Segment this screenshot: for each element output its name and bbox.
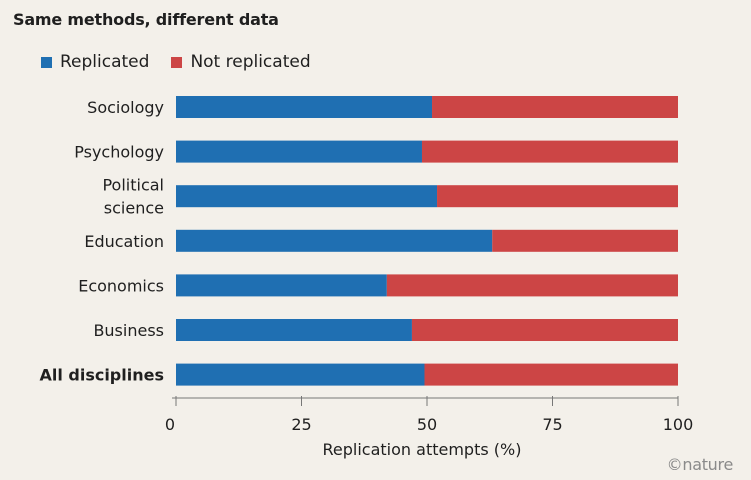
bar-not-replicated-psychology <box>421 140 678 163</box>
nature-credit: ©nature <box>666 455 734 474</box>
category-label-political-science-line1: Political <box>102 176 164 195</box>
x-tick-label-50: 50 <box>417 415 437 434</box>
chart-title: Same methods, different data <box>13 10 279 29</box>
legend-label-not-replicated: Not replicated <box>190 52 311 72</box>
bar-not-replicated-economics <box>386 274 678 297</box>
bar-replicated-all-disciplines <box>176 363 425 386</box>
bar-replicated-education <box>176 229 493 252</box>
bar-replicated-sociology <box>176 96 433 118</box>
category-label-education: Education <box>84 232 164 251</box>
bar-not-replicated-education <box>492 229 678 252</box>
bar-replicated-psychology <box>176 140 422 163</box>
x-axis-title: Replication attempts (%) <box>323 440 522 459</box>
legend-swatch-not-replicated <box>171 56 183 68</box>
legend: Replicated Not replicated <box>41 52 333 72</box>
bar-not-replicated-business <box>411 319 678 341</box>
bar-not-replicated-sociology <box>432 96 678 118</box>
category-label-political-science-line2: science <box>104 199 164 218</box>
category-label-sociology: Sociology <box>87 98 164 117</box>
legend-label-replicated: Replicated <box>60 52 150 72</box>
category-label-business: Business <box>93 321 164 340</box>
x-tick-label-100: 100 <box>663 415 694 434</box>
legend-swatch-replicated <box>41 56 52 68</box>
category-label-psychology: Psychology <box>74 143 164 162</box>
category-label-economics: Economics <box>78 276 164 295</box>
category-label-all-disciplines: All disciplines <box>39 366 164 385</box>
legend-item-replicated: Replicated <box>41 52 149 72</box>
bar-not-replicated-political-science <box>437 185 678 208</box>
x-tick-label-75: 75 <box>542 415 562 434</box>
bar-replicated-economics <box>176 274 387 297</box>
x-tick-label-0: 0 <box>165 415 175 434</box>
x-tick-label-25: 25 <box>291 415 311 434</box>
bar-replicated-political-science <box>176 185 438 208</box>
legend-item-not-replicated: Not replicated <box>171 52 311 72</box>
bar-replicated-business <box>176 319 412 341</box>
bar-not-replicated-all-disciplines <box>424 363 678 386</box>
